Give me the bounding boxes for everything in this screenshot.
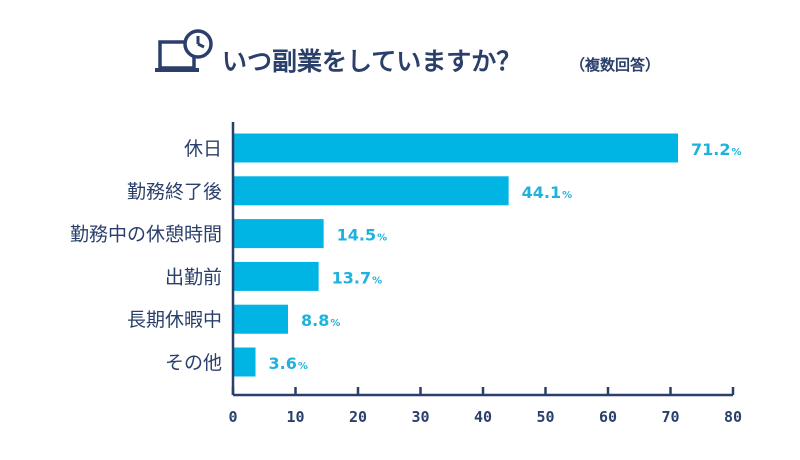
laptop-clock-icon bbox=[155, 29, 213, 72]
x-tick-label: 10 bbox=[286, 408, 304, 426]
value-label: 13.7% bbox=[332, 268, 383, 287]
bar bbox=[233, 261, 319, 291]
bars-layer: 休日 71.2% 勤務終了後 44.1% 勤務中の休憩時間 14.5% 出勤前 13.7% 長期… bbox=[70, 133, 742, 377]
value-label: 71.2% bbox=[691, 140, 742, 159]
bar bbox=[233, 133, 678, 163]
category-label: その他 bbox=[165, 352, 222, 374]
x-tick-label: 40 bbox=[474, 408, 492, 426]
x-tick-label: 0 bbox=[228, 408, 237, 426]
category-label: 勤務中の休憩時間 bbox=[70, 224, 222, 246]
chart-title: いつ副業をしていますか？ bbox=[222, 47, 521, 76]
x-tick-label: 30 bbox=[411, 408, 429, 426]
bar bbox=[233, 219, 324, 249]
bar bbox=[233, 176, 509, 206]
x-tick-label: 80 bbox=[724, 408, 742, 426]
x-tick-label: 60 bbox=[599, 408, 617, 426]
category-label: 休日 bbox=[184, 138, 222, 160]
chart-subtitle: （複数回答） bbox=[570, 56, 660, 74]
category-label: 出勤前 bbox=[165, 266, 222, 288]
x-tick-label: 50 bbox=[536, 408, 554, 426]
axis-layer: 0 10 20 30 40 50 60 70 80 bbox=[228, 122, 742, 426]
x-tick-label: 70 bbox=[661, 408, 679, 426]
value-label: 14.5% bbox=[337, 226, 388, 245]
x-tick-label: 20 bbox=[349, 408, 367, 426]
bar bbox=[233, 347, 256, 377]
value-label: 3.6% bbox=[269, 354, 308, 373]
bar bbox=[233, 304, 288, 334]
category-label: 長期休暇中 bbox=[127, 309, 222, 331]
value-label: 8.8% bbox=[301, 311, 340, 330]
category-label: 勤務終了後 bbox=[127, 181, 222, 203]
value-label: 44.1% bbox=[522, 183, 573, 202]
